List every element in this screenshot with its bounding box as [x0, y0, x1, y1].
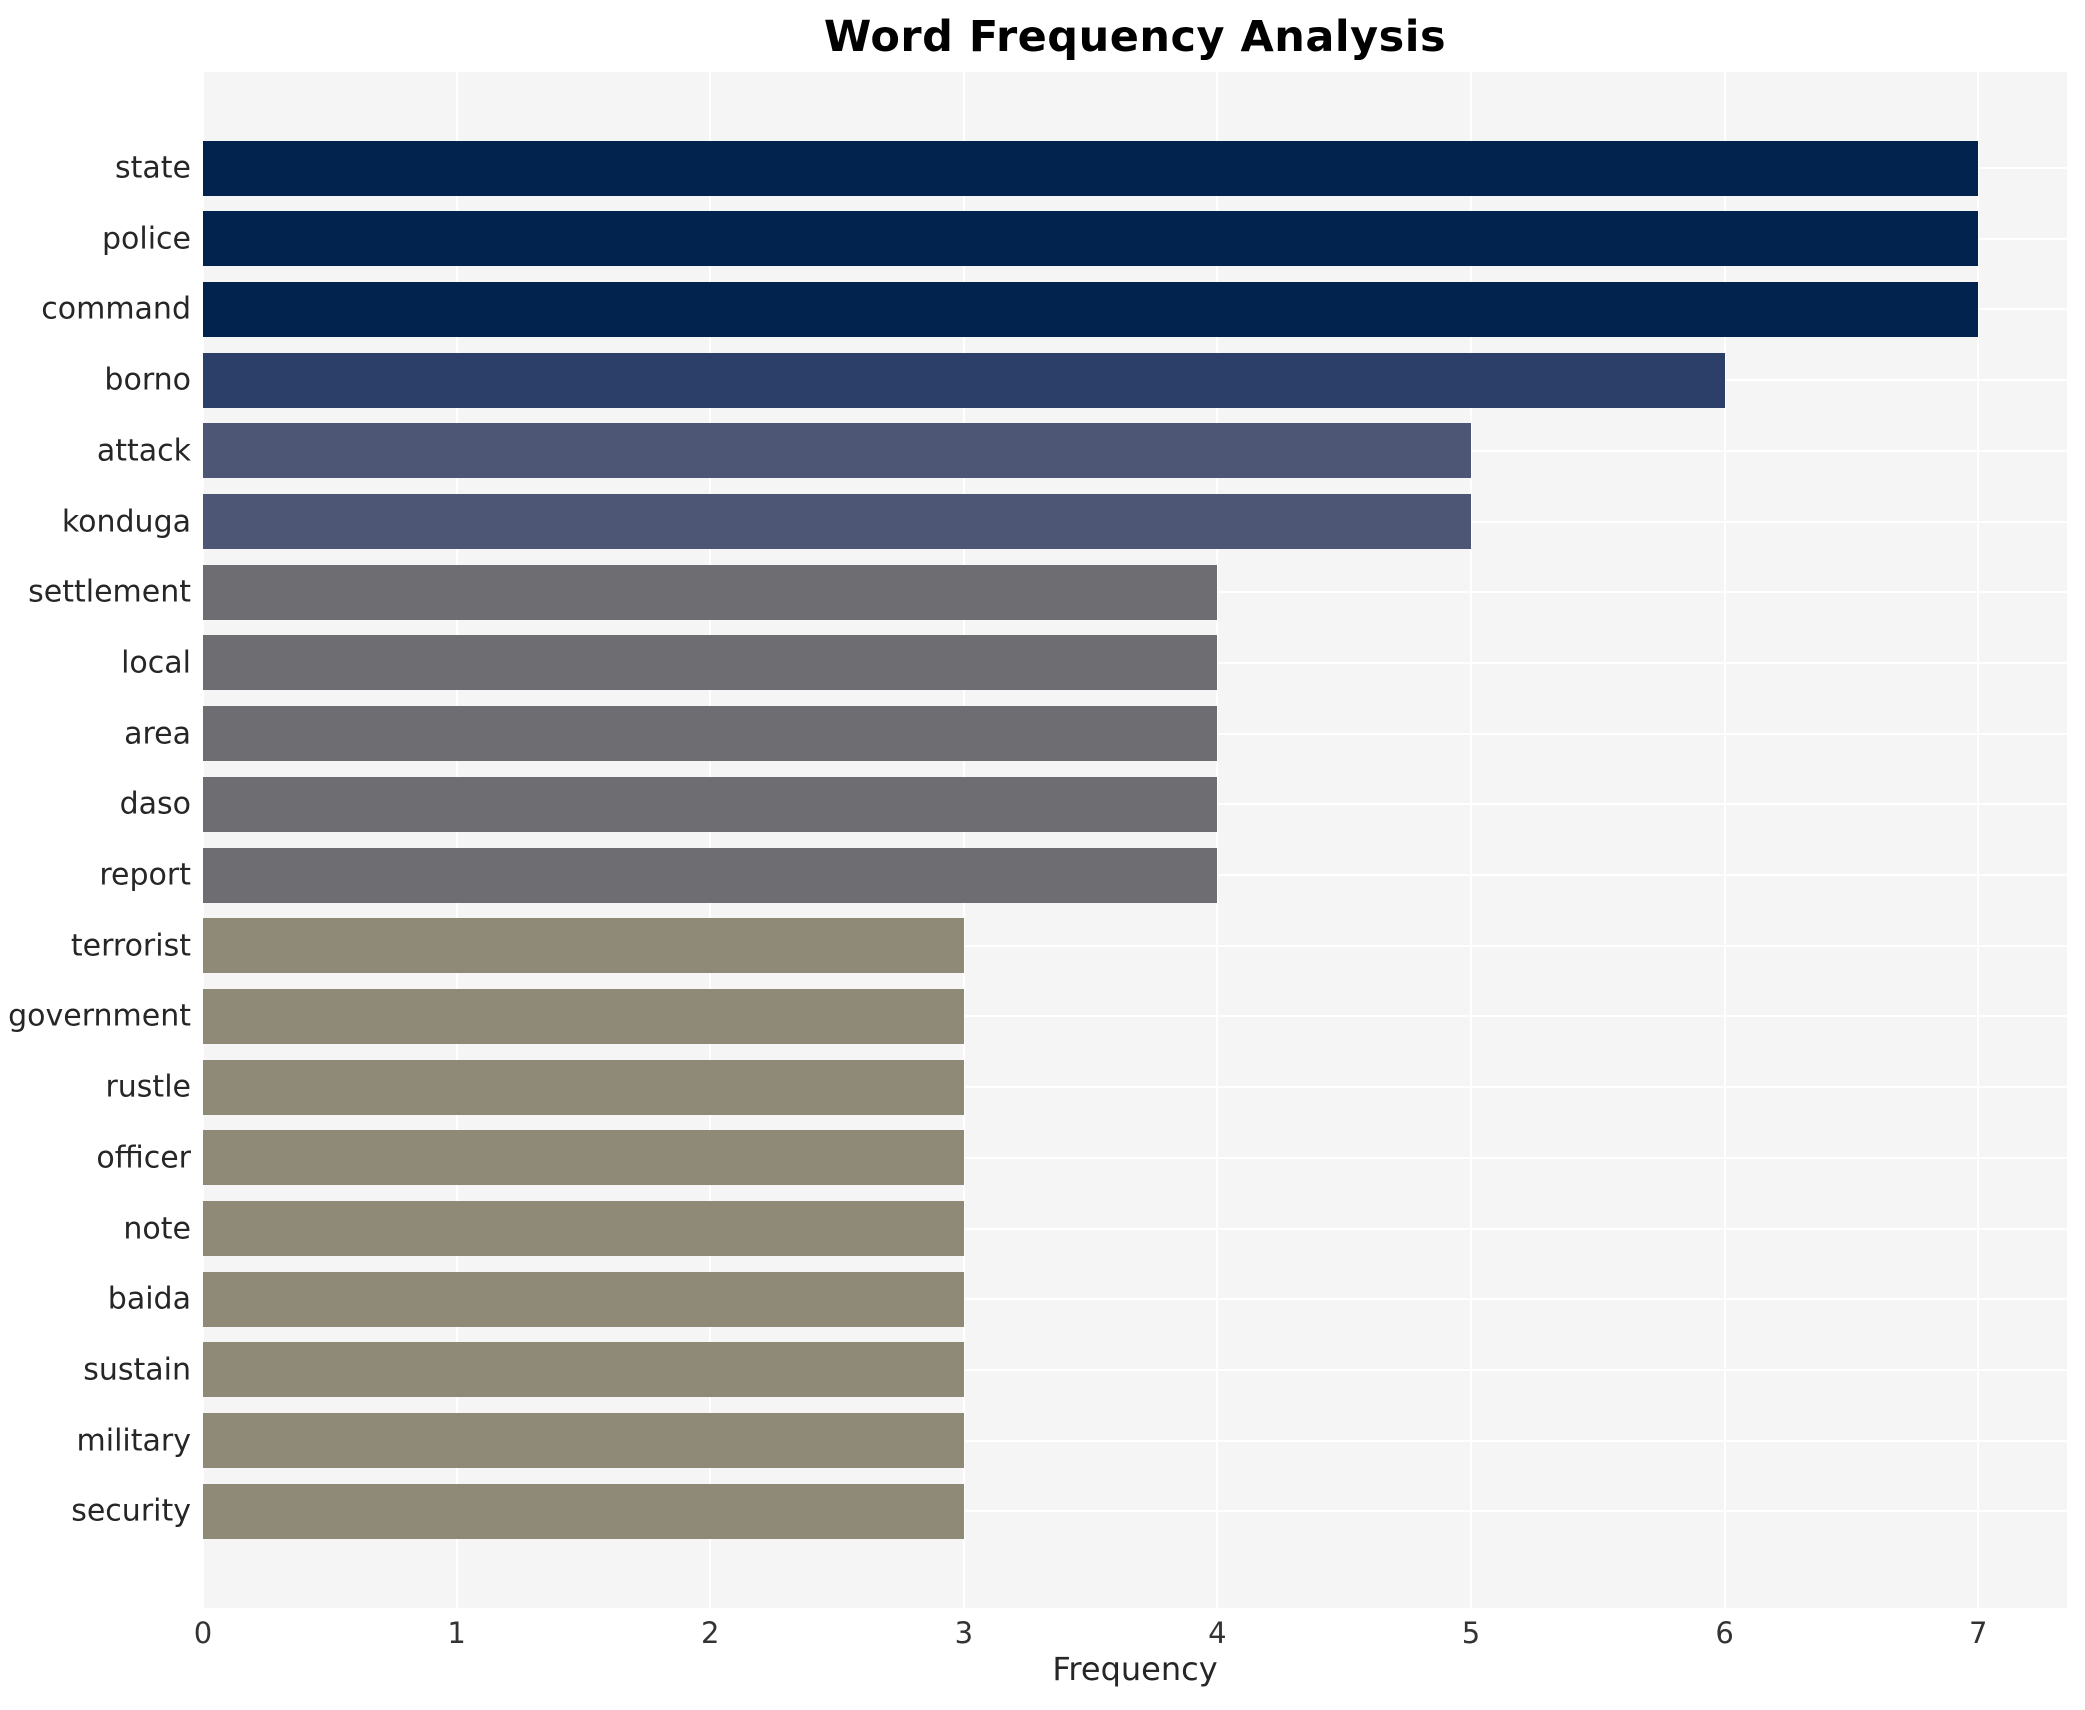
x-tick-label: 0	[193, 1616, 213, 1650]
h-gridline	[203, 1298, 2067, 1301]
bar-police	[203, 211, 1979, 267]
x-tick-label: 7	[1969, 1616, 1988, 1650]
bar-state	[203, 140, 1979, 196]
y-label-sustain: sustain	[83, 1352, 191, 1388]
h-gridline	[203, 1510, 2067, 1513]
bar-baida	[203, 1271, 964, 1327]
y-label-local: local	[121, 645, 191, 681]
y-label-rustle: rustle	[105, 1069, 191, 1105]
bar-military	[203, 1413, 964, 1469]
x-tick-label: 3	[954, 1616, 974, 1650]
x-tick-label: 4	[1208, 1616, 1227, 1650]
x-tick-label: 6	[1715, 1616, 1734, 1650]
y-label-attack: attack	[96, 433, 191, 469]
v-gridline	[455, 72, 458, 1608]
x-axis-title: Frequency	[1052, 1650, 1218, 1688]
bar-security	[203, 1483, 964, 1539]
v-gridline	[709, 72, 712, 1608]
h-gridline	[203, 1015, 2067, 1018]
bar-government	[203, 988, 964, 1044]
bar-sustain	[203, 1342, 964, 1398]
h-gridline	[203, 1156, 2067, 1159]
v-gridline	[1216, 72, 1219, 1608]
y-label-daso: daso	[119, 786, 191, 822]
y-label-military: military	[76, 1423, 191, 1459]
bar-rustle	[203, 1059, 964, 1115]
h-gridline	[203, 1086, 2067, 1089]
y-label-state: state	[115, 150, 191, 186]
v-gridline	[202, 72, 204, 1608]
y-label-borno: borno	[104, 362, 191, 398]
bar-borno	[203, 352, 1725, 408]
plot-area	[202, 72, 2067, 1608]
h-gridline	[203, 1227, 2067, 1230]
y-label-security: security	[71, 1493, 191, 1529]
v-gridline	[962, 72, 965, 1608]
y-label-note: note	[123, 1211, 191, 1246]
bar-terrorist	[203, 918, 964, 974]
bar-settlement	[203, 564, 1218, 620]
y-label-report: report	[99, 857, 191, 893]
y-label-officer: officer	[96, 1140, 191, 1176]
y-label-terrorist: terrorist	[70, 928, 191, 964]
h-gridline	[203, 1368, 2067, 1371]
y-label-area: area	[124, 716, 191, 752]
y-label-command: command	[41, 291, 191, 327]
y-label-konduga: konduga	[61, 504, 191, 539]
x-tick-label: 1	[447, 1616, 466, 1650]
bar-officer	[203, 1130, 964, 1186]
y-label-government: government	[8, 998, 191, 1034]
chart-title: Word Frequency Analysis	[823, 12, 1447, 62]
bar-area	[203, 706, 1218, 762]
y-label-police: police	[101, 221, 191, 257]
bar-note	[203, 1201, 964, 1256]
bar-attack	[203, 423, 1472, 479]
v-gridline	[1977, 72, 1980, 1608]
bar-daso	[203, 776, 1218, 832]
bar-local	[203, 635, 1218, 691]
h-gridline	[203, 1439, 2067, 1442]
x-tick-label: 5	[1461, 1616, 1481, 1650]
v-gridline	[1470, 72, 1473, 1608]
bar-report	[203, 847, 1218, 903]
h-gridline	[203, 944, 2067, 947]
y-label-settlement: settlement	[28, 574, 191, 610]
bar-command	[203, 281, 1979, 337]
x-tick-label: 2	[700, 1616, 720, 1650]
y-label-baida: baida	[107, 1281, 191, 1317]
v-gridline	[1723, 72, 1726, 1608]
bar-konduga	[203, 494, 1472, 549]
